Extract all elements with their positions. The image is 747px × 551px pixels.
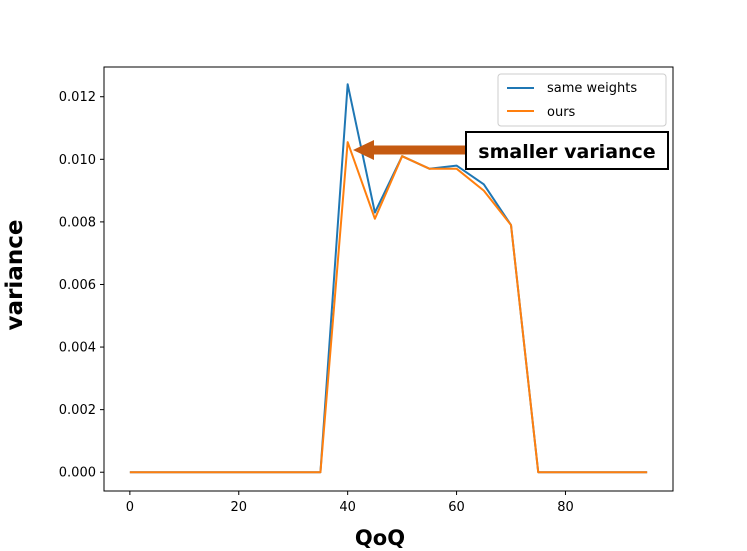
annotation-box — [465, 131, 669, 170]
legend-label-ours: ours — [547, 105, 576, 120]
y-axis-title: variance — [2, 220, 28, 331]
x-tick-label: 40 — [339, 500, 356, 515]
legend-box — [497, 73, 667, 127]
series-line-ours — [129, 141, 648, 474]
y-tick-label: 0.010 — [59, 153, 96, 168]
y-tick-label: 0.002 — [59, 403, 96, 418]
x-tick-label: 0 — [126, 500, 134, 515]
series-lines — [129, 83, 648, 474]
annotation: smaller variance — [353, 131, 669, 170]
y-tick-label: 0.012 — [59, 90, 96, 105]
y-tick-label: 0.006 — [59, 278, 96, 293]
x-tick-label: 80 — [557, 500, 574, 515]
y-axis-ticks: 0.000 0.002 0.004 0.006 0.008 0.010 0.012 — [59, 90, 104, 481]
y-tick-label: 0.000 — [59, 466, 96, 481]
y-tick-label: 0.004 — [59, 341, 96, 356]
y-tick-label: 0.008 — [59, 215, 96, 230]
x-tick-label: 60 — [448, 500, 465, 515]
legend: same weights ours — [497, 73, 667, 127]
x-tick-label: 20 — [230, 500, 247, 515]
plot-frame — [103, 66, 674, 492]
annotation-arrowhead — [353, 140, 374, 160]
legend-label-same-weights: same weights — [547, 81, 637, 96]
x-axis-ticks: 0 20 40 60 80 — [126, 491, 574, 515]
x-axis-title: QoQ — [355, 526, 405, 550]
annotation-text: smaller variance — [478, 141, 655, 163]
plot-area — [104, 67, 673, 491]
